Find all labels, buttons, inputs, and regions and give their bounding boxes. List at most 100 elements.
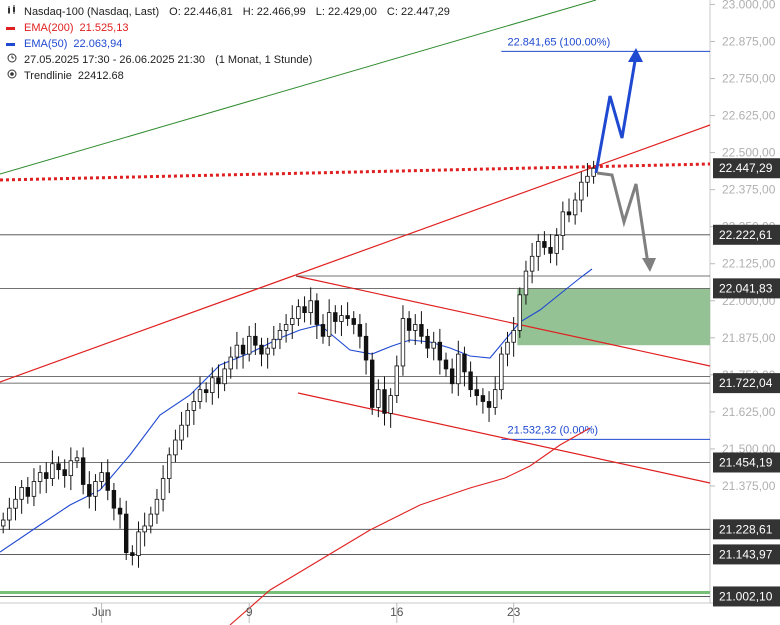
candle-body <box>290 318 295 325</box>
legend-ema50-row: EMA(50) 22.063,94 <box>6 36 450 52</box>
y-tick-label: 21.500,00 <box>722 442 776 456</box>
candle-body <box>44 472 49 479</box>
price-label-box <box>713 373 780 394</box>
candle-body <box>136 531 141 556</box>
candle-body <box>486 401 492 408</box>
support-zone-layer <box>517 288 710 346</box>
candle-body <box>419 324 424 337</box>
ema50-swatch <box>6 42 15 46</box>
candle-body <box>271 338 276 349</box>
candle-body <box>425 335 430 349</box>
ohlc-high: H: 22.466,99 <box>242 6 306 18</box>
price-label-box <box>713 544 780 565</box>
instrument-title: Nasdaq-100 (Nasdaq, Last) <box>24 6 160 18</box>
price-label-text: 21.722,04 <box>719 376 773 390</box>
candle-body <box>191 401 197 411</box>
candle-body <box>234 344 240 358</box>
candle-body <box>585 175 590 183</box>
candles-layer <box>0 160 596 568</box>
ohlc-open: O: 22.446,81 <box>169 6 233 18</box>
candle-body <box>566 211 572 216</box>
y-tick-label: 22.125,00 <box>722 257 776 271</box>
ema-layer <box>0 268 593 625</box>
candle-body <box>93 481 98 497</box>
y-tick-label: 23.000,00 <box>722 0 776 11</box>
candle-body <box>210 377 215 394</box>
x-tick-label: 9 <box>246 605 253 619</box>
candle-body <box>388 395 393 414</box>
x-tick-label: 16 <box>390 605 404 619</box>
price-axis-layer: 23.000,00 22.875,00 22.750,00 22.625,00 22.5… <box>710 0 780 607</box>
candle-body <box>222 368 227 385</box>
candle-body <box>542 241 547 248</box>
bullish-projection-arrow <box>594 54 638 174</box>
trendlines-layer <box>0 0 711 484</box>
price-label-box <box>713 224 780 245</box>
candle-body <box>160 478 166 500</box>
y-tick-label: 21.375,00 <box>722 479 776 493</box>
ema200-label: EMA(200) <box>24 22 74 34</box>
candle-body <box>13 498 18 509</box>
candle-body <box>406 318 412 331</box>
red-dotted-trendline <box>0 162 711 182</box>
price-label-text: 21.002,10 <box>719 589 773 603</box>
candle-body <box>197 389 203 402</box>
candle-body <box>449 368 455 385</box>
candle-body <box>50 463 55 479</box>
candle-body <box>394 365 399 396</box>
bullish-arrowhead <box>628 48 643 62</box>
rising-resistance-line <box>0 124 711 383</box>
candle-body <box>80 457 86 485</box>
legend-trendline-row: Trendlinie 22412.68 <box>6 68 450 84</box>
trendline-value: 22412.68 <box>77 70 124 82</box>
candle-body <box>480 395 486 402</box>
ema50-label: EMA(50) <box>24 38 68 50</box>
y-tick-label: 21.625,00 <box>722 405 776 419</box>
bearish-projection-arrow <box>596 171 650 265</box>
candle-body <box>523 270 529 296</box>
time-axis-layer: Jun 9 16 23 <box>92 603 521 623</box>
y-tick-label: 22.375,00 <box>722 183 776 197</box>
candle-body <box>19 487 24 500</box>
candle-body <box>474 389 479 396</box>
candle-body <box>326 312 332 337</box>
candle-body <box>339 315 344 322</box>
candle-body <box>345 315 350 319</box>
x-tick-label: 23 <box>507 605 521 619</box>
price-label-text: 22.222,61 <box>719 228 773 242</box>
period-label: (1 Monat, 1 Stunde) <box>215 54 313 66</box>
support-zone <box>517 288 710 346</box>
candle-body <box>437 341 443 361</box>
candle-body <box>253 335 258 346</box>
ohlc-close: C: 22.447,29 <box>386 6 450 18</box>
candle-body <box>68 460 74 476</box>
bearish-arrowhead <box>642 258 656 272</box>
candlestick-icon <box>6 4 18 20</box>
candle-body <box>124 513 129 554</box>
candle-body <box>74 457 80 462</box>
candle-body <box>560 211 566 236</box>
ema200-line <box>229 427 591 625</box>
candle-body <box>333 312 338 322</box>
candle-body <box>400 318 406 367</box>
candle-body <box>173 439 178 456</box>
candle-body <box>265 347 270 355</box>
candle-body <box>351 318 356 325</box>
candle-body <box>511 329 516 343</box>
candle-body <box>117 507 123 515</box>
candle-body <box>357 324 363 337</box>
channel-upper-line <box>295 275 711 367</box>
candle-body <box>179 424 184 441</box>
candle-body <box>572 199 578 216</box>
price-label-box <box>713 519 780 540</box>
trendline-label: Trendlinie <box>24 70 72 82</box>
fib-0-label: 21.532,32 (0.00%) <box>508 424 599 436</box>
candle-body <box>25 487 30 497</box>
candle-body <box>413 324 418 331</box>
y-tick-label: 22.625,00 <box>722 109 776 123</box>
candle-body <box>259 344 264 355</box>
chart-legend: Nasdaq-100 (Nasdaq, Last) O: 22.446,81 H… <box>6 4 450 84</box>
candle-body <box>228 356 233 370</box>
candle-body <box>382 389 387 414</box>
